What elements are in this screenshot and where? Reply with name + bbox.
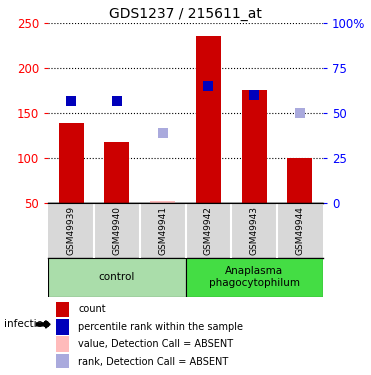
Point bbox=[297, 110, 303, 116]
Bar bbox=[186, 258, 323, 297]
Text: GSM49943: GSM49943 bbox=[250, 206, 259, 255]
Text: infection: infection bbox=[4, 320, 49, 329]
Bar bbox=[48, 258, 186, 297]
Text: GSM49941: GSM49941 bbox=[158, 206, 167, 255]
Point bbox=[114, 98, 120, 104]
Bar bbox=[196, 36, 221, 203]
Point bbox=[68, 98, 74, 104]
Text: rank, Detection Call = ABSENT: rank, Detection Call = ABSENT bbox=[78, 357, 229, 367]
Text: Anaplasma
phagocytophilum: Anaplasma phagocytophilum bbox=[209, 266, 300, 288]
Bar bbox=[56, 319, 69, 335]
Text: percentile rank within the sample: percentile rank within the sample bbox=[78, 322, 243, 332]
Bar bbox=[242, 90, 267, 203]
Bar bbox=[59, 123, 84, 203]
Bar bbox=[56, 302, 69, 317]
Text: GSM49944: GSM49944 bbox=[295, 206, 304, 255]
Text: value, Detection Call = ABSENT: value, Detection Call = ABSENT bbox=[78, 339, 234, 349]
Text: GSM49942: GSM49942 bbox=[204, 206, 213, 255]
Text: GSM49939: GSM49939 bbox=[67, 206, 76, 255]
Point bbox=[206, 83, 211, 89]
Bar bbox=[287, 158, 312, 203]
Bar bbox=[56, 354, 69, 370]
Text: GSM49940: GSM49940 bbox=[112, 206, 121, 255]
Point bbox=[251, 92, 257, 98]
Text: control: control bbox=[99, 272, 135, 282]
Bar bbox=[56, 336, 69, 352]
Text: count: count bbox=[78, 304, 106, 314]
Bar bbox=[150, 201, 175, 203]
Bar bbox=[104, 142, 129, 203]
Title: GDS1237 / 215611_at: GDS1237 / 215611_at bbox=[109, 8, 262, 21]
Point bbox=[160, 130, 165, 136]
